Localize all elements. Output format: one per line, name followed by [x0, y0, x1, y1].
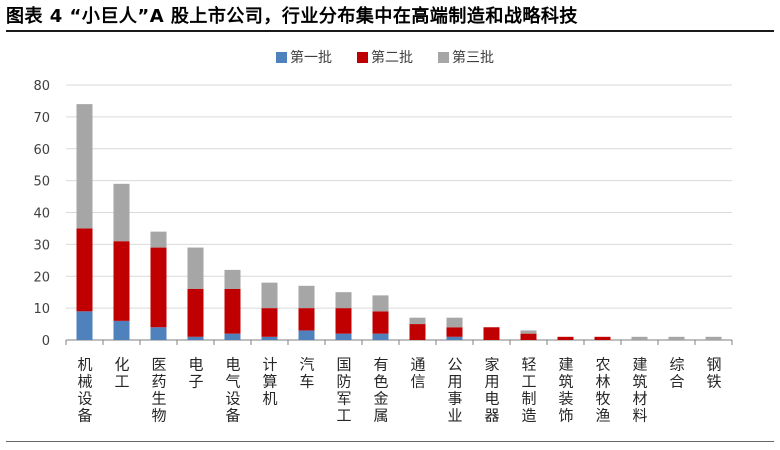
x-tick-label: 农林牧渔 — [594, 357, 612, 423]
x-tick-label: 医药生物 — [150, 357, 168, 424]
bar-segment-3 — [705, 336, 722, 340]
x-tick-label: 公用事业 — [446, 357, 464, 423]
bar-segment-3 — [113, 183, 130, 242]
y-tick-label: 0 — [42, 334, 50, 349]
y-tick-label: 30 — [33, 238, 50, 253]
bar-segment-2 — [557, 336, 574, 340]
bar-segment-2 — [594, 336, 611, 340]
bar-segment-1 — [187, 336, 204, 340]
x-tick-label: 通信 — [409, 357, 427, 389]
y-tick-label: 60 — [33, 143, 50, 158]
axes — [65, 339, 733, 345]
bar-segment-3 — [76, 104, 93, 229]
legend-label: 第一批 — [290, 49, 332, 66]
legend-swatch — [357, 52, 368, 63]
legend: 第一批 第二批 第三批 — [276, 49, 494, 66]
x-tick-label: 国防军工 — [335, 357, 353, 423]
bar-segment-2 — [520, 333, 537, 340]
figure-title: 图表 4 “小巨人”A 股上市公司，行业分布集中在高端制造和战略科技 — [6, 6, 578, 27]
x-tick-label: 有色金属 — [372, 357, 390, 423]
bottom-rule — [6, 441, 774, 442]
bar-segment-1 — [372, 333, 389, 340]
bar-segment-2 — [483, 327, 500, 340]
x-tick-label: 钢铁 — [705, 357, 723, 389]
bar-segment-2 — [150, 247, 167, 328]
bar-segment-2 — [113, 241, 130, 321]
legend-label: 第二批 — [371, 49, 413, 66]
bar-segment-2 — [187, 289, 204, 337]
bar-segment-2 — [261, 308, 278, 337]
bar-segment-3 — [150, 231, 167, 248]
bar-segment-2 — [446, 327, 463, 337]
bar-segment-1 — [150, 327, 167, 340]
bar-segment-3 — [409, 317, 426, 325]
y-tick-label: 40 — [33, 207, 50, 222]
x-tick-label: 建筑材料 — [631, 357, 649, 423]
x-tick-label: 汽车 — [298, 357, 316, 389]
x-tick-label: 家用电器 — [483, 357, 501, 423]
y-tick-label: 70 — [33, 111, 50, 126]
x-tick-label: 电子 — [187, 357, 205, 389]
x-tick-label: 机械设备 — [76, 357, 94, 423]
y-tick-label: 20 — [33, 270, 50, 285]
bar-segment-3 — [224, 269, 241, 289]
x-tick-label: 轻工制造 — [520, 357, 538, 424]
bar-segment-3 — [631, 336, 648, 340]
bar-segment-1 — [298, 330, 315, 340]
bar-segment-2 — [224, 289, 241, 334]
bar-segment-2 — [372, 311, 389, 334]
bar-segment-1 — [76, 311, 93, 340]
legend-swatch — [438, 52, 449, 63]
bar-segment-3 — [187, 247, 204, 289]
y-tick-label: 50 — [33, 175, 50, 190]
x-tick-label: 电气设备 — [224, 357, 242, 423]
bar-segment-3 — [335, 292, 352, 309]
y-tick-label: 80 — [33, 79, 50, 94]
title-rule — [6, 30, 774, 32]
bar-segment-1 — [113, 320, 130, 340]
y-tick-label: 10 — [33, 302, 50, 317]
bar-segment-1 — [261, 336, 278, 340]
bars — [76, 104, 722, 340]
tick-labels: 0 10 20 30 40 50 60 70 80 机械设备 化工 医药生物 电子 电气设备 计算机 汽车国防… — [33, 79, 722, 424]
gridlines — [66, 84, 732, 309]
x-tick-label: 计算机 — [261, 357, 279, 407]
bar-segment-3 — [446, 317, 463, 328]
bar-segment-3 — [520, 330, 537, 334]
bar-segment-2 — [409, 324, 426, 340]
x-tick-label: 化工 — [113, 357, 131, 389]
bar-segment-2 — [76, 228, 93, 312]
bar-segment-3 — [261, 282, 278, 309]
bar-segment-1 — [224, 333, 241, 340]
legend-label: 第三批 — [452, 49, 494, 66]
bar-segment-2 — [298, 308, 315, 331]
bar-segment-1 — [446, 336, 463, 340]
legend-swatch — [276, 52, 287, 63]
bar-segment-1 — [335, 333, 352, 340]
x-tick-label: 综合 — [668, 357, 686, 389]
bar-segment-2 — [335, 308, 352, 334]
bar-segment-3 — [372, 295, 389, 312]
x-tick-label: 建筑装饰 — [557, 357, 575, 423]
bar-segment-3 — [298, 285, 315, 309]
bar-segment-3 — [668, 336, 685, 340]
